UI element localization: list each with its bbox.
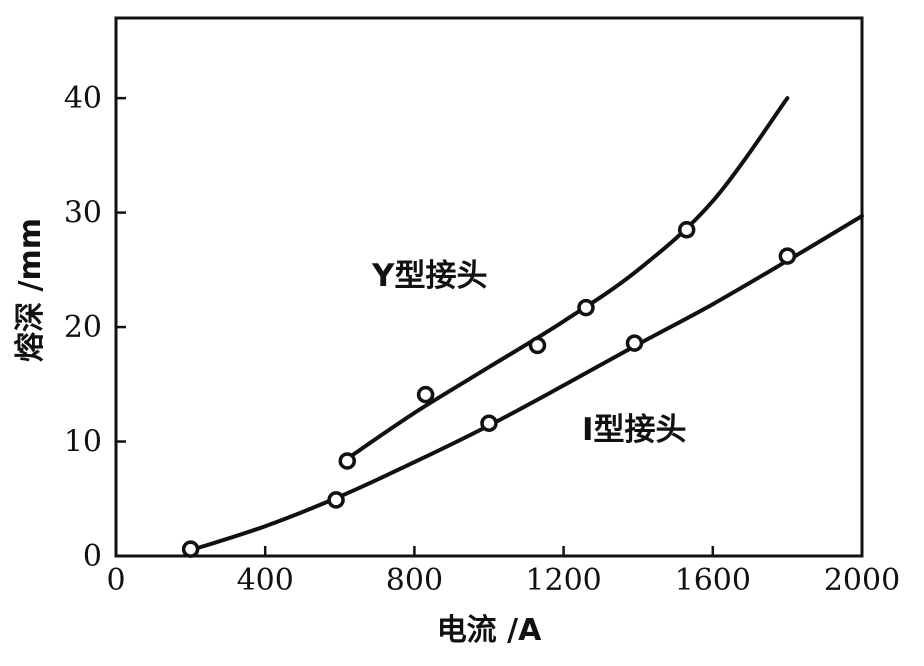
data-point-series-1 <box>625 334 644 352</box>
data-point-series-0 <box>528 336 547 355</box>
data-point-series-0 <box>416 385 435 404</box>
fit-curve-series-1 <box>188 214 864 553</box>
data-point-series-1 <box>778 247 797 265</box>
axes <box>114 16 864 558</box>
y-tick-label: 10 <box>64 425 102 460</box>
data-point-series-1 <box>480 414 498 432</box>
y-tick-label: 30 <box>64 196 102 231</box>
y-tick-label: 0 <box>83 539 102 574</box>
ticks: 0 400 800 1200 1600 2000 0 10 20 30 40 <box>64 81 900 598</box>
x-tick-label: 1200 <box>525 563 601 598</box>
data-point-series-0 <box>338 452 357 470</box>
x-axis-title: 电流 /A <box>437 613 542 648</box>
data-point-series-1 <box>327 491 345 509</box>
fit-curves <box>188 96 864 553</box>
y-axis-title: 熔深 /mm <box>13 218 48 362</box>
y-tick-label: 40 <box>64 81 102 116</box>
data-point-series-1 <box>181 540 200 558</box>
data-points <box>181 221 797 558</box>
x-tick-label: 400 <box>237 563 294 598</box>
plot-frame <box>114 16 864 558</box>
y-tick-label: 20 <box>64 310 102 345</box>
series-label-i-joint: I型接头 <box>582 412 687 448</box>
fit-curve-series-0 <box>345 96 790 461</box>
data-point-series-0 <box>677 221 696 239</box>
x-tick-label: 2000 <box>824 563 900 598</box>
x-tick-label: 1600 <box>675 563 751 598</box>
x-tick-label: 800 <box>386 563 443 598</box>
data-point-series-0 <box>577 298 595 317</box>
x-tick-label: 0 <box>106 563 125 598</box>
series-label-y-joint: Y型接头 <box>371 258 487 294</box>
